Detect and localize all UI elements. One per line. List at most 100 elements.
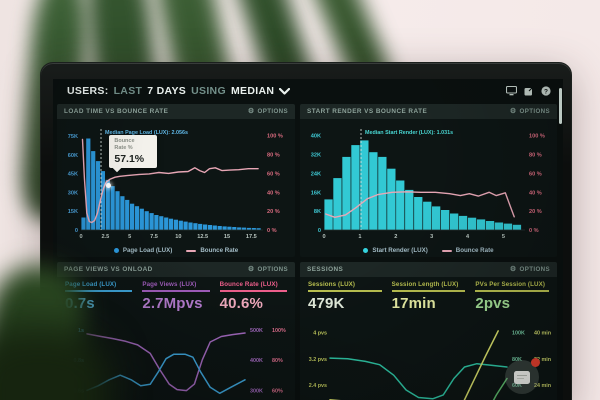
options-button[interactable]: ⚙ OPTIONS (510, 108, 550, 115)
metric-pvs-per-session: PVs Per Session (LUX) 2pvs (475, 281, 550, 312)
metric-underline (391, 290, 466, 292)
svg-text:2: 2 (394, 234, 397, 240)
share-icon[interactable] (524, 86, 534, 96)
metric-value: 17min (391, 294, 436, 312)
svg-text:1: 1 (358, 234, 361, 240)
svg-text:80%: 80% (272, 358, 283, 364)
metric-label: Sessions (LUX) (308, 281, 356, 288)
svg-text:24K: 24K (311, 171, 321, 177)
chart-legend: Start Render (LUX) Bounce Rate (300, 244, 557, 257)
legend-dash (441, 249, 452, 252)
panel-start-render: START RENDER VS BOUNCE RATE ⚙ OPTIONS 40… (300, 104, 557, 257)
svg-text:4: 4 (466, 234, 470, 240)
svg-text:32K: 32K (311, 153, 321, 159)
metric-value: 479K (308, 294, 345, 312)
metric-underline (219, 290, 287, 292)
messenger-button[interactable] (505, 358, 540, 394)
metric-label: Page Load (LUX) (65, 281, 117, 288)
metric-underline (475, 290, 550, 292)
svg-text:5: 5 (502, 234, 505, 240)
legend-dash (186, 249, 197, 252)
load-time-chart[interactable]: Bounce Rate % 57.1% 75K 60K 45K 30K 15K 0 100 … (57, 119, 295, 244)
svg-text:80 %: 80 % (267, 153, 280, 159)
gear-icon: ⚙ (509, 266, 517, 273)
display-icon[interactable] (506, 86, 517, 96)
options-button[interactable]: ⚙ OPTIONS (248, 266, 288, 273)
dashboard-screen: USERS: LAST 7 DAYS USING MEDIAN (53, 79, 563, 400)
svg-text:Median Start Render (LUX): 1.0: Median Start Render (LUX): 1.031s (365, 130, 453, 136)
metric-value: 2.7Mpvs (142, 294, 203, 312)
svg-text:4 pvs: 4 pvs (313, 330, 327, 336)
metric-value: 40.6% (219, 294, 263, 312)
svg-text:40K: 40K (311, 134, 321, 140)
laptop: USERS: LAST 7 DAYS USING MEDIAN (40, 62, 572, 400)
svg-text:400K: 400K (250, 358, 263, 364)
metric-dropdown[interactable]: MEDIAN (231, 85, 291, 97)
tooltip-marker (105, 182, 111, 188)
svg-text:60K: 60K (68, 153, 78, 159)
metrics-row: Page Load (LUX) 0.7s Page Views (LUX) 2.… (57, 277, 295, 314)
start-render-chart[interactable]: 40K 32K 24K 16K 8K 0 100 % 80 % 60 % 40 % 20 % 0 % 0… (300, 119, 557, 244)
svg-text:20 %: 20 % (529, 209, 542, 215)
metric-label: Bounce Rate (LUX) (219, 281, 278, 288)
svg-text:2.4 pvs: 2.4 pvs (309, 383, 327, 389)
svg-text:32 min: 32 min (534, 356, 551, 362)
vertical-scrollbar[interactable] (559, 88, 562, 124)
panel-title: START RENDER VS BOUNCE RATE (307, 108, 428, 115)
svg-text:10: 10 (175, 234, 181, 240)
svg-text:0: 0 (318, 228, 321, 234)
message-icon (514, 370, 530, 384)
options-button[interactable]: ⚙ OPTIONS (248, 108, 288, 115)
chart-legend: Page Load (LUX) Bounce Rate (57, 244, 295, 257)
svg-text:3.2 pvs: 3.2 pvs (309, 356, 327, 362)
panel-title: SESSIONS (307, 266, 344, 273)
svg-text:Median Page Load (LUX): 2.056s: Median Page Load (LUX): 2.056s (105, 130, 188, 136)
sessions-chart[interactable]: 4 pvs 100K 40 min 3.2 pvs 80K 32 min 2.4 pvs 60… (300, 314, 557, 400)
svg-text:45K: 45K (68, 172, 78, 178)
svg-text:7.5: 7.5 (150, 234, 158, 240)
app-header: USERS: LAST 7 DAYS USING MEDIAN (53, 79, 563, 103)
svg-text:60 %: 60 % (267, 171, 280, 177)
svg-text:40 min: 40 min (534, 330, 551, 336)
legend-label: Bounce Rate (200, 247, 239, 254)
options-label: OPTIONS (257, 266, 288, 273)
svg-text:60K: 60K (512, 383, 522, 389)
panel-load-time: LOAD TIME VS BOUNCE RATE ⚙ OPTIONS Bounc… (57, 104, 295, 257)
range-days-label: 7 DAYS (147, 85, 187, 97)
svg-text:0: 0 (79, 234, 82, 240)
svg-text:0: 0 (75, 228, 78, 234)
svg-text:20 %: 20 % (267, 209, 280, 215)
metric-label: PVs Per Session (LUX) (475, 281, 546, 288)
metric-label: Session Length (LUX) (391, 281, 459, 288)
metric-underline (308, 290, 382, 292)
legend-dot (363, 248, 369, 253)
legend-dot (113, 248, 119, 253)
svg-text:100 %: 100 % (529, 134, 545, 140)
legend-label: Page Load (LUX) (122, 247, 173, 254)
options-button[interactable]: ⚙ OPTIONS (510, 266, 550, 273)
svg-text:100K: 100K (512, 330, 525, 336)
metric-sessions: Sessions (LUX) 479K (308, 281, 382, 312)
svg-text:3: 3 (430, 234, 433, 240)
svg-text:16K: 16K (311, 190, 321, 196)
options-label: OPTIONS (257, 108, 288, 115)
notification-badge (531, 358, 540, 367)
metric-bounce-rate: Bounce Rate (LUX) 40.6% (219, 281, 287, 312)
metric-label: Page Views (LUX) (142, 281, 197, 288)
help-icon[interactable]: ? (541, 86, 551, 96)
svg-text:60 %: 60 % (529, 171, 542, 177)
svg-text:300K: 300K (250, 388, 263, 394)
legend-label: Start Render (LUX) (372, 247, 428, 254)
options-label: OPTIONS (519, 108, 550, 115)
svg-text:15: 15 (224, 234, 230, 240)
svg-text:60%: 60% (272, 388, 283, 394)
metric-page-views: Page Views (LUX) 2.7Mpvs (142, 281, 210, 312)
range-last-label: LAST (113, 85, 143, 97)
svg-text:30K: 30K (68, 190, 78, 196)
svg-text:80K: 80K (512, 356, 522, 362)
options-label: OPTIONS (519, 266, 550, 273)
bounce-rate-tooltip: Bounce Rate % 57.1% (109, 135, 158, 168)
metric-session-length: Session Length (LUX) 17min (391, 281, 466, 312)
svg-text:40 %: 40 % (529, 190, 542, 196)
gear-icon: ⚙ (247, 266, 255, 273)
